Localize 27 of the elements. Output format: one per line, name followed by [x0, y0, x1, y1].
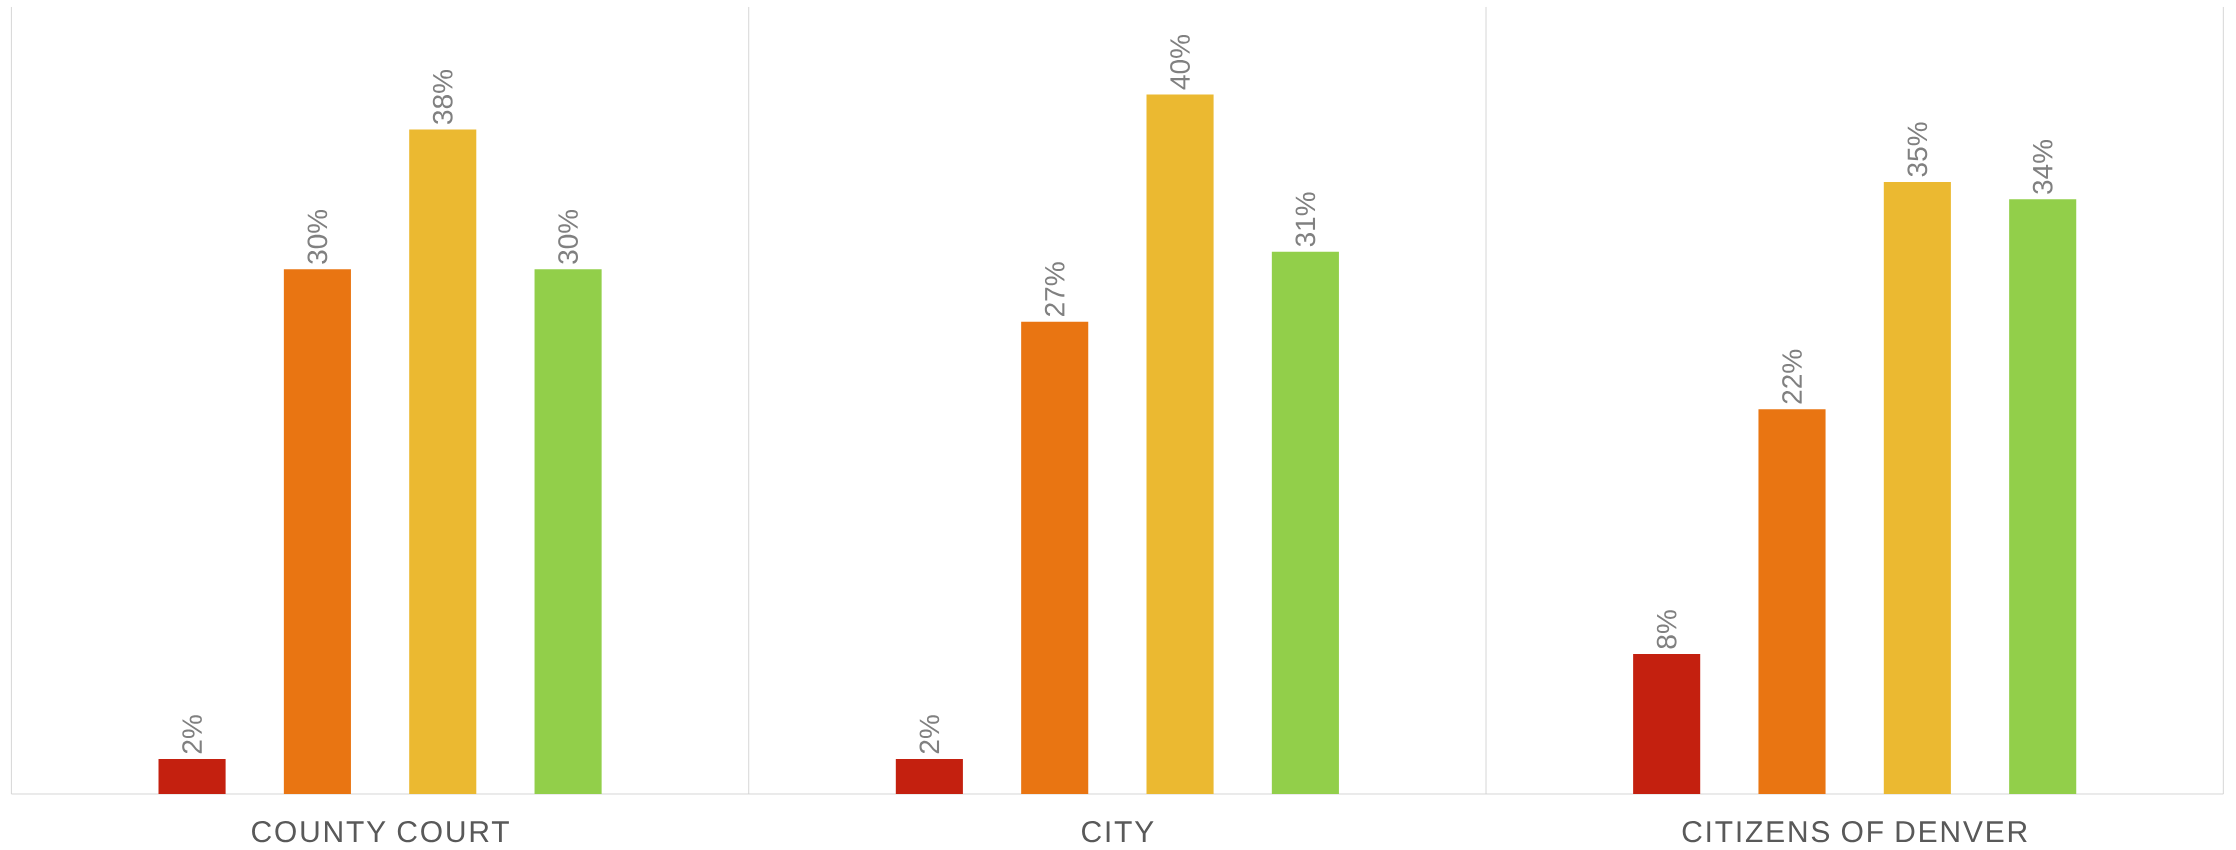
data-label: 40%	[1170, 35, 1190, 90]
x-tick-label: CITIZENS OF DENVER	[1682, 821, 2027, 843]
data-label: 2%	[182, 715, 202, 754]
data-label: 8%	[1656, 610, 1677, 649]
data-label: 31%	[1295, 192, 1316, 247]
bar	[158, 759, 226, 794]
x-tick-label: CITY	[1082, 821, 1154, 843]
bar	[1271, 251, 1339, 794]
bar	[1021, 321, 1089, 794]
x-tick-label: COUNTY COURT	[252, 821, 509, 843]
bar	[1883, 181, 1951, 794]
data-label: 30%	[558, 209, 578, 264]
bar	[283, 269, 351, 794]
data-label: 35%	[1907, 122, 1928, 177]
bar	[1146, 94, 1214, 794]
data-label: 22%	[1782, 349, 1802, 404]
bar	[895, 759, 963, 794]
data-label: 30%	[307, 209, 328, 264]
bar	[2009, 199, 2077, 794]
data-label: 2%	[919, 715, 940, 754]
bar	[1758, 409, 1826, 794]
bar	[534, 269, 602, 794]
data-label: 34%	[2032, 139, 2053, 194]
bar	[409, 129, 477, 794]
bar	[1633, 654, 1701, 794]
data-label: 38%	[432, 69, 453, 124]
data-label: 27%	[1044, 262, 1065, 316]
